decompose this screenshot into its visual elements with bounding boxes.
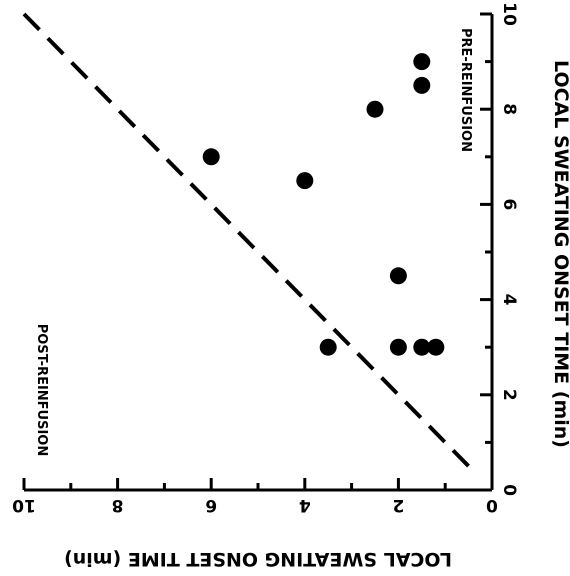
data-point-0 bbox=[202, 148, 220, 166]
x-tick-label: 0 bbox=[486, 495, 498, 515]
data-point-4 bbox=[413, 53, 431, 71]
y-tick-label: 6 bbox=[499, 198, 519, 210]
annotation-post-reinfusion: POST-REINFUSION bbox=[34, 324, 49, 456]
y-tick-label: 8 bbox=[499, 103, 519, 115]
data-point-3 bbox=[413, 76, 431, 94]
data-points bbox=[202, 53, 445, 356]
data-point-5 bbox=[389, 267, 407, 285]
x-axis-ticks: 0 2 4 6 8 10 bbox=[12, 478, 498, 515]
x-axis-title: LOCAL SWEATING ONSET TIME (min) bbox=[64, 548, 452, 570]
y-axis-ticks: 0 2 4 6 8 10 bbox=[480, 2, 519, 496]
data-point-6 bbox=[319, 338, 337, 356]
annotation-pre-reinfusion: PRE-REINFUSION bbox=[458, 28, 473, 152]
y-tick-label: 2 bbox=[499, 389, 519, 401]
y-tick-label: 10 bbox=[499, 2, 519, 26]
data-point-1 bbox=[296, 172, 314, 190]
data-point-9 bbox=[427, 338, 445, 356]
reference-line-group bbox=[22, 12, 471, 468]
data-point-2 bbox=[366, 100, 384, 118]
x-tick-label: 6 bbox=[205, 495, 217, 515]
data-point-8 bbox=[413, 338, 431, 356]
y-tick-label: 4 bbox=[499, 294, 519, 306]
data-point-7 bbox=[389, 338, 407, 356]
y-tick-label: 0 bbox=[499, 484, 519, 496]
y-axis-title: LOCAL SWEATING ONSET TIME (min) bbox=[550, 60, 570, 448]
identity-reference-line bbox=[22, 12, 471, 468]
x-tick-label: 10 bbox=[12, 495, 36, 515]
x-tick-label: 8 bbox=[112, 495, 124, 515]
x-tick-label: 4 bbox=[299, 495, 311, 515]
x-tick-label: 2 bbox=[392, 495, 404, 515]
